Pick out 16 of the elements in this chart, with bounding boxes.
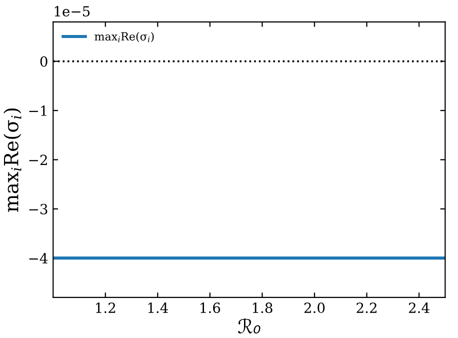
y-axis-title: max$_{i}$Re(σ$_{i}$)	[3, 108, 22, 212]
y-tick-label: −1	[29, 105, 46, 116]
x-tick-label: 1.6	[200, 302, 220, 314]
x-tick-label: 1.2	[96, 302, 116, 314]
x-tick-label: 1.8	[252, 302, 272, 314]
x-axis-title: ℛ₀	[238, 318, 260, 334]
x-tick-label: 2.4	[408, 302, 430, 314]
y-tick-label: −3	[29, 204, 48, 214]
x-tick-label: 2.2	[356, 302, 376, 314]
y-tick-label: −2	[29, 154, 47, 165]
legend-label: max$_{i}$Re(σ$_{i}$)	[94, 32, 154, 42]
y-tick-label: 0	[40, 56, 48, 67]
y-tick-label: −4	[29, 253, 48, 264]
x-tick-label: 1.4	[148, 302, 168, 314]
x-tick-label: 2.0	[304, 302, 325, 314]
text: 1e−5	[54, 6, 90, 17]
